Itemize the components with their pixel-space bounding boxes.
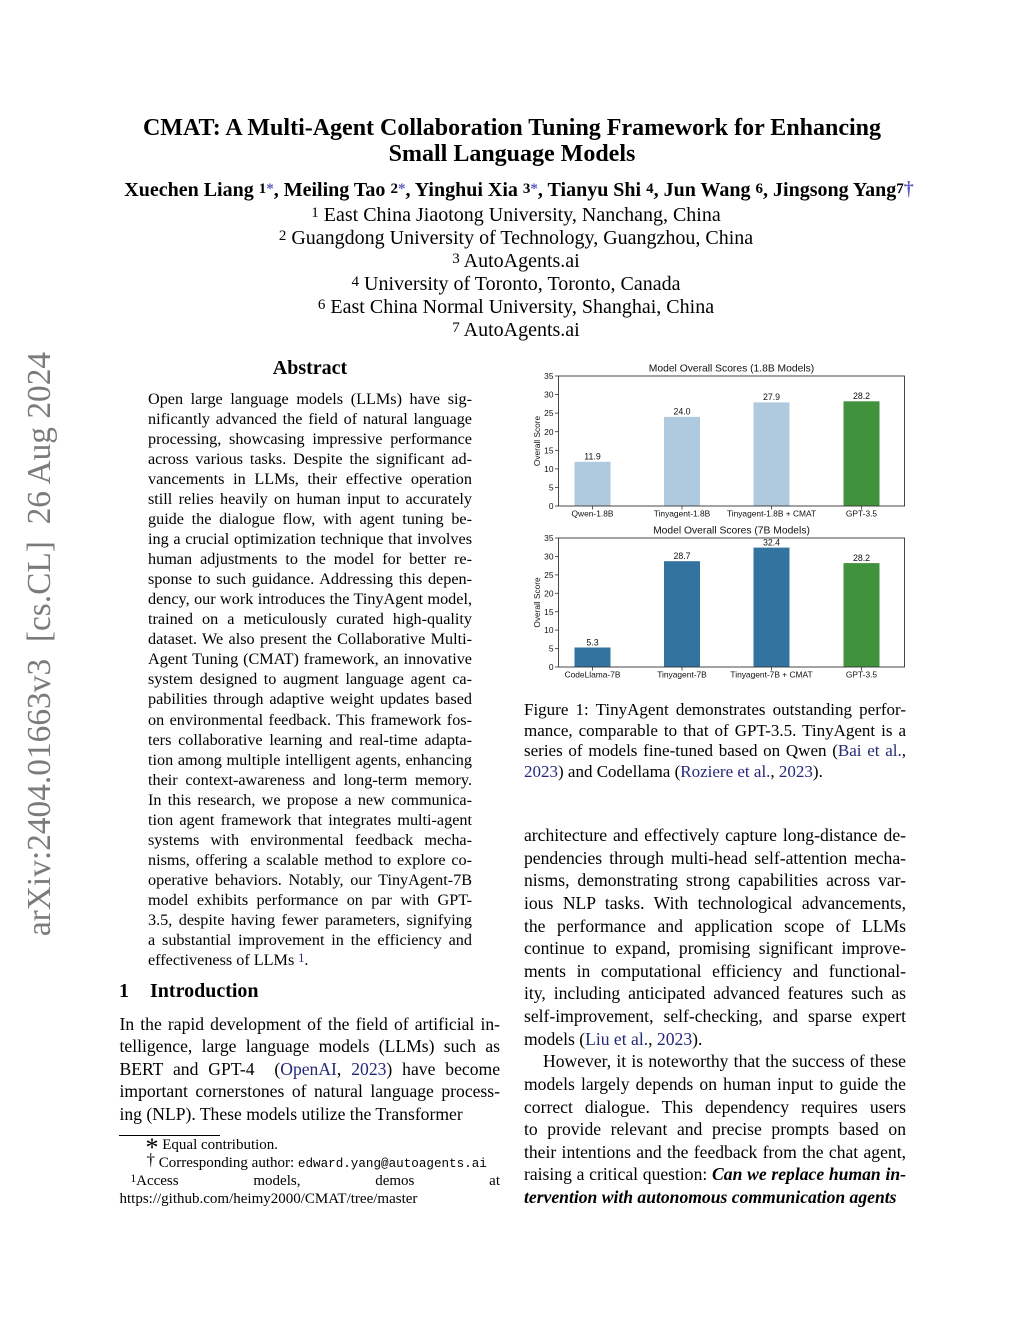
svg-text:Tinyagent-1.8B + CMAT: Tinyagent-1.8B + CMAT	[727, 508, 816, 518]
svg-text:30: 30	[544, 552, 554, 562]
svg-text:35: 35	[544, 533, 554, 543]
svg-text:28.2: 28.2	[853, 391, 870, 401]
svg-text:10: 10	[544, 625, 554, 635]
svg-text:GPT-3.5: GPT-3.5	[846, 508, 878, 518]
svg-text:Overall Score: Overall Score	[532, 415, 542, 466]
svg-text:Model Overall Scores (7B Model: Model Overall Scores (7B Models)	[653, 526, 810, 537]
svg-text:15: 15	[544, 445, 554, 455]
svg-text:30: 30	[544, 390, 554, 400]
svg-text:5: 5	[549, 483, 554, 493]
svg-text:20: 20	[544, 588, 554, 598]
svg-text:28.2: 28.2	[853, 553, 870, 563]
svg-text:32.4: 32.4	[763, 537, 780, 547]
svg-text:5: 5	[549, 644, 554, 654]
svg-text:Model Overall Scores (1.8B Mod: Model Overall Scores (1.8B Models)	[649, 364, 814, 375]
svg-text:10: 10	[544, 464, 554, 474]
svg-text:15: 15	[544, 607, 554, 617]
svg-text:35: 35	[544, 371, 554, 381]
svg-text:GPT-3.5: GPT-3.5	[846, 669, 878, 679]
svg-text:25: 25	[544, 408, 554, 418]
svg-text:CodeLlama-7B: CodeLlama-7B	[565, 669, 621, 679]
svg-text:5.3: 5.3	[586, 637, 598, 647]
svg-text:Tinyagent-7B: Tinyagent-7B	[657, 669, 707, 679]
svg-text:27.9: 27.9	[763, 392, 780, 402]
svg-text:0: 0	[549, 501, 554, 511]
svg-text:11.9: 11.9	[584, 452, 601, 462]
svg-text:24.0: 24.0	[673, 407, 690, 417]
svg-text:25: 25	[544, 570, 554, 580]
svg-text:20: 20	[544, 427, 554, 437]
svg-text:28.7: 28.7	[673, 551, 690, 561]
svg-text:Qwen-1.8B: Qwen-1.8B	[572, 508, 614, 518]
svg-text:Tinyagent-7B + CMAT: Tinyagent-7B + CMAT	[730, 669, 812, 679]
svg-text:Tinyagent-1.8B: Tinyagent-1.8B	[654, 508, 711, 518]
svg-text:Overall Score: Overall Score	[532, 577, 542, 628]
svg-text:0: 0	[549, 662, 554, 672]
